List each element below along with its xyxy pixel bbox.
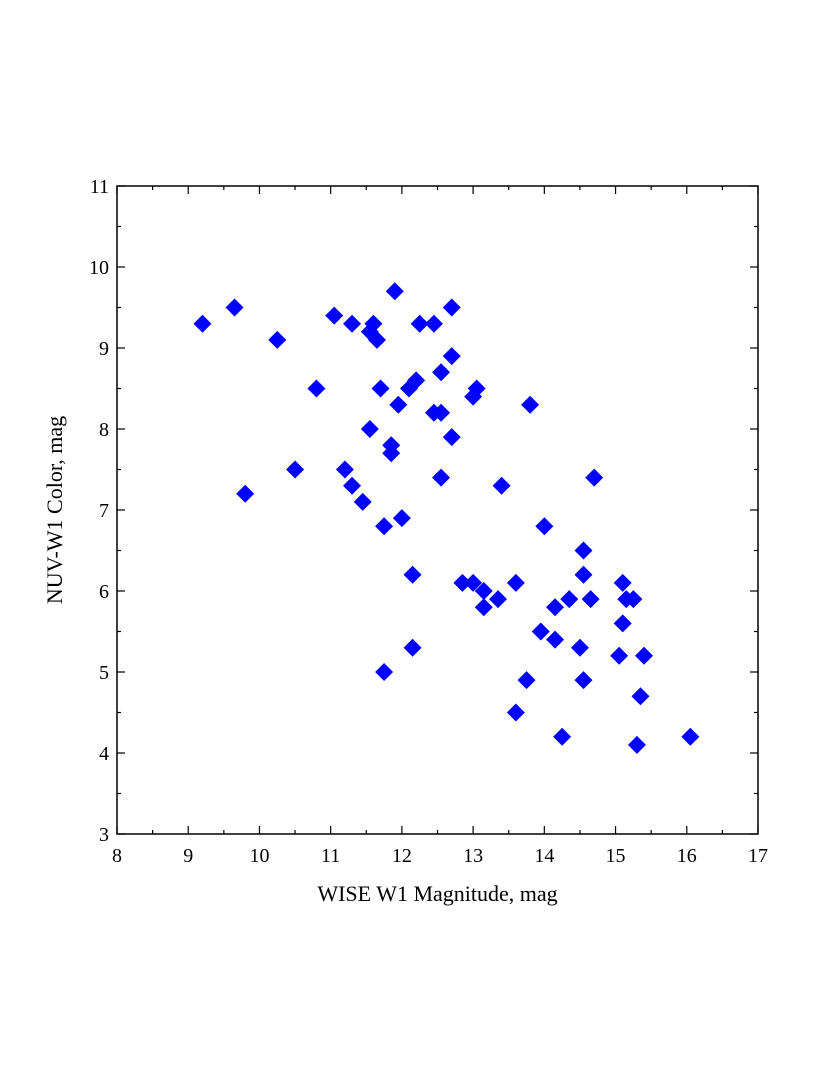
data-point: [489, 590, 508, 609]
y-tick-label: 8: [99, 419, 109, 441]
data-point: [546, 598, 565, 617]
data-point: [410, 314, 429, 333]
x-tick-label: 16: [677, 845, 697, 867]
data-points: [193, 282, 700, 754]
data-point: [371, 379, 390, 398]
data-point: [574, 541, 593, 560]
x-tick-label: 11: [321, 845, 340, 867]
data-point: [360, 420, 379, 438]
data-point: [432, 403, 451, 422]
data-point: [635, 646, 654, 665]
data-point: [382, 436, 401, 455]
data-point: [343, 476, 362, 495]
x-axis-title: WISE W1 Magnitude, mag: [317, 881, 557, 906]
data-point: [375, 663, 394, 681]
data-point: [193, 314, 212, 333]
data-point: [225, 298, 244, 317]
data-point: [392, 509, 411, 528]
x-tick-label: 15: [606, 845, 626, 867]
data-point: [474, 598, 493, 617]
data-point: [531, 622, 550, 641]
data-point: [517, 671, 536, 690]
data-point: [432, 468, 451, 487]
data-point: [613, 573, 632, 592]
data-point: [624, 590, 643, 609]
data-point: [407, 371, 426, 390]
data-point: [546, 630, 565, 649]
data-point: [385, 282, 404, 301]
data-point: [307, 379, 326, 398]
x-tick-label: 10: [249, 845, 269, 867]
data-point: [353, 492, 372, 511]
data-point: [560, 590, 579, 609]
data-point: [506, 703, 525, 722]
data-point: [268, 330, 287, 349]
data-point: [343, 314, 362, 333]
data-point: [574, 565, 593, 584]
y-tick-label: 3: [99, 824, 109, 846]
data-point: [236, 484, 255, 503]
data-point: [581, 590, 600, 609]
axis-ticks: [116, 185, 759, 835]
x-tick-label: 12: [392, 845, 412, 867]
y-tick-label: 6: [99, 581, 109, 603]
data-point: [574, 671, 593, 690]
data-point: [375, 517, 394, 536]
data-point: [403, 565, 422, 584]
x-tick-label: 8: [112, 845, 122, 867]
y-axis-title: NUV-W1 Color, mag: [42, 416, 67, 604]
x-tick-label: 14: [534, 845, 554, 867]
data-point: [570, 638, 589, 657]
data-point: [474, 582, 493, 600]
data-point: [521, 395, 540, 414]
y-tick-label: 4: [99, 743, 109, 765]
data-point: [442, 298, 461, 317]
x-tick-label: 17: [748, 845, 768, 867]
data-point: [325, 306, 344, 325]
data-point: [389, 395, 408, 414]
data-point: [286, 460, 305, 479]
data-point: [367, 330, 386, 349]
plot-area-frame: [116, 185, 759, 835]
data-point: [453, 573, 472, 592]
axis-tick-labels: 8 9 10 11 12 13 14 15 16 17 3 4 5 6 7 8 9 10 11: [89, 176, 768, 867]
x-tick-label: 13: [463, 845, 483, 867]
y-tick-label: 5: [99, 662, 109, 684]
data-point: [464, 573, 483, 592]
y-tick-label: 9: [99, 338, 109, 360]
data-point: [506, 573, 525, 592]
data-point: [553, 727, 572, 746]
data-point: [627, 735, 646, 754]
data-point: [403, 638, 422, 657]
data-point: [631, 687, 650, 706]
x-tick-label: 9: [183, 845, 193, 867]
data-point: [535, 517, 554, 536]
y-tick-label: 10: [89, 257, 109, 279]
data-point: [442, 428, 461, 447]
data-point: [585, 468, 604, 487]
data-point: [432, 363, 451, 382]
y-tick-label: 7: [99, 500, 109, 522]
y-tick-label: 11: [90, 176, 109, 198]
data-point: [424, 314, 443, 333]
data-point: [335, 460, 354, 479]
data-point: [364, 314, 383, 333]
data-point: [492, 476, 511, 495]
data-point: [610, 646, 629, 665]
data-point: [467, 379, 486, 398]
data-point: [442, 347, 461, 366]
data-point: [613, 614, 632, 633]
data-point: [681, 727, 700, 746]
